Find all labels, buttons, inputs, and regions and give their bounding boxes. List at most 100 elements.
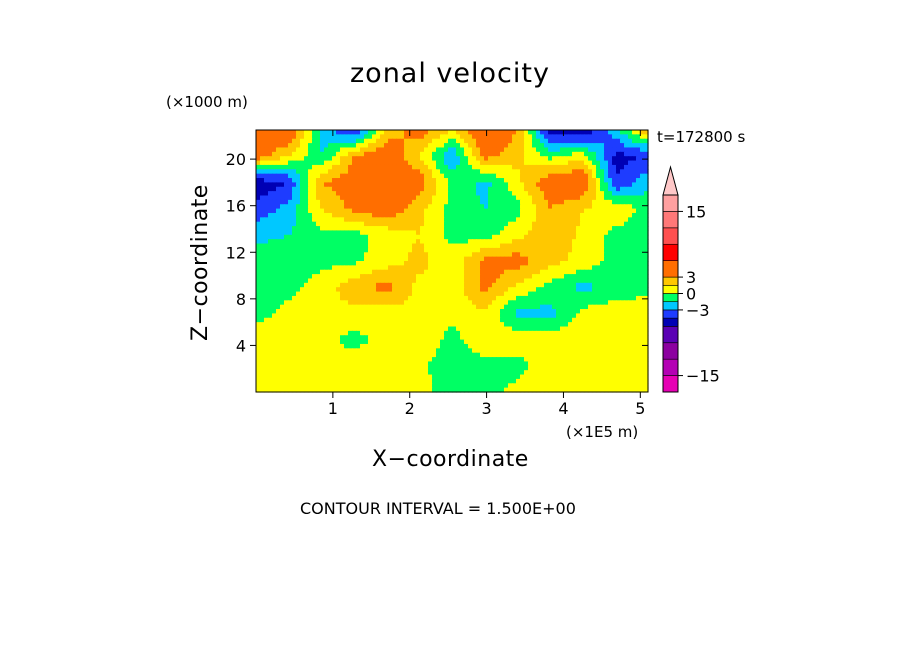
heatmap-cell	[440, 247, 445, 253]
heatmap-cell	[284, 278, 289, 284]
heatmap-cell	[484, 169, 489, 175]
heatmap-cell	[420, 182, 425, 188]
heatmap-cell	[308, 182, 313, 188]
heatmap-cell	[616, 234, 621, 240]
heatmap-cell	[472, 252, 477, 258]
heatmap-cell	[492, 339, 497, 345]
heatmap-cell	[644, 239, 649, 245]
heatmap-cell	[264, 287, 269, 293]
heatmap-cell	[340, 287, 345, 293]
heatmap-cell	[360, 278, 365, 284]
heatmap-cell	[524, 261, 529, 266]
heatmap-cell	[448, 151, 453, 157]
heatmap-cell	[452, 199, 457, 205]
heatmap-cell	[572, 278, 577, 284]
heatmap-cell	[592, 208, 597, 214]
heatmap-cell	[600, 226, 605, 232]
heatmap-cell	[304, 309, 309, 314]
heatmap-cell	[580, 226, 585, 232]
heatmap-cell	[628, 326, 633, 332]
heatmap-cell	[500, 295, 505, 301]
heatmap-cell	[604, 322, 609, 328]
heatmap-cell	[488, 182, 493, 188]
heatmap-cell	[460, 304, 465, 310]
heatmap-cell	[536, 195, 541, 201]
heatmap-cell	[256, 304, 261, 310]
heatmap-cell	[532, 348, 537, 354]
heatmap-cell	[532, 256, 537, 262]
heatmap-cell	[476, 265, 481, 271]
heatmap-cell	[352, 256, 357, 262]
heatmap-cell	[292, 309, 297, 314]
heatmap-cell	[300, 186, 305, 192]
heatmap-cell	[524, 295, 529, 301]
heatmap-cell	[528, 330, 533, 336]
heatmap-cell	[644, 322, 649, 328]
heatmap-cell	[368, 287, 373, 293]
heatmap-cell	[592, 217, 597, 223]
heatmap-cell	[260, 252, 265, 258]
heatmap-cell	[304, 295, 309, 301]
heatmap-cell	[568, 247, 573, 253]
heatmap-cell	[416, 164, 421, 170]
heatmap-cell	[276, 186, 281, 192]
heatmap-cell	[520, 204, 525, 210]
heatmap-cell	[336, 230, 341, 236]
heatmap-cell	[480, 313, 485, 319]
heatmap-cell	[636, 130, 641, 135]
heatmap-cell	[348, 343, 353, 349]
heatmap-cell	[452, 239, 457, 245]
heatmap-cell	[616, 282, 621, 288]
heatmap-cell	[632, 317, 637, 323]
heatmap-cell	[544, 143, 549, 149]
heatmap-cell	[440, 164, 445, 170]
heatmap-cell	[380, 247, 385, 253]
heatmap-cell	[536, 348, 541, 354]
heatmap-cell	[416, 178, 421, 183]
heatmap-cell	[644, 287, 649, 293]
heatmap-cell	[356, 156, 361, 162]
heatmap-cell	[432, 134, 437, 140]
heatmap-cell	[440, 291, 445, 297]
heatmap-cell	[308, 164, 313, 170]
heatmap-cell	[528, 239, 533, 245]
heatmap-cell	[524, 274, 529, 280]
heatmap-cell	[524, 265, 529, 271]
heatmap-cell	[344, 339, 349, 345]
heatmap-cell	[628, 243, 633, 249]
heatmap-cell	[420, 208, 425, 214]
heatmap-cell	[428, 282, 433, 288]
heatmap-cell	[352, 138, 357, 144]
heatmap-cell	[408, 138, 413, 144]
heatmap-cell	[548, 326, 553, 332]
heatmap-cell	[348, 295, 353, 301]
heatmap-cell	[308, 265, 313, 271]
heatmap-cell	[468, 287, 473, 293]
heatmap-cell	[448, 143, 453, 149]
heatmap-cell	[320, 169, 325, 175]
heatmap-cell	[328, 169, 333, 175]
heatmap-cell	[320, 217, 325, 223]
heatmap-cell	[536, 199, 541, 205]
heatmap-cell	[460, 151, 465, 157]
heatmap-cell	[552, 295, 557, 301]
heatmap-cell	[480, 151, 485, 157]
heatmap-cell	[504, 186, 509, 192]
heatmap-cell	[476, 186, 481, 192]
heatmap-cell	[284, 243, 289, 249]
heatmap-cell	[340, 191, 345, 197]
heatmap-cell	[624, 195, 629, 201]
heatmap-cell	[404, 234, 409, 240]
heatmap-cell	[552, 269, 557, 275]
heatmap-cell	[444, 199, 449, 205]
heatmap-cell	[624, 164, 629, 170]
heatmap-cell	[416, 130, 421, 135]
heatmap-cell	[544, 326, 549, 332]
heatmap-cell	[608, 208, 613, 214]
heatmap-cell	[596, 212, 601, 218]
heatmap-cell	[588, 204, 593, 210]
heatmap-cell	[264, 239, 269, 245]
heatmap-cell	[288, 261, 293, 266]
heatmap-cell	[272, 160, 277, 166]
heatmap-cell	[620, 151, 625, 157]
